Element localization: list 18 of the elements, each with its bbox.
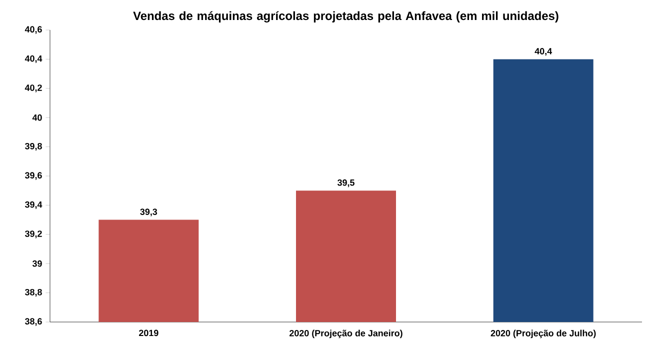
y-tick-label: 40 bbox=[32, 114, 42, 121]
y-tick-label: 40,6 bbox=[24, 26, 42, 34]
y-tick-label: 39,2 bbox=[24, 230, 42, 238]
y-tick-label: 39 bbox=[32, 260, 42, 267]
y-tick-label: 39,6 bbox=[24, 172, 42, 180]
x-tick-label: 2020 (Projeção de Julho) bbox=[490, 330, 596, 338]
y-tick-label: 40,2 bbox=[24, 84, 42, 92]
y-tick-label: 39,4 bbox=[24, 201, 42, 210]
y-tick-label: 39,8 bbox=[24, 142, 42, 151]
y-tick-label: 38,6 bbox=[24, 318, 42, 326]
y-tick-label: 38,8 bbox=[24, 288, 42, 297]
x-tick-label: 2020 (Projeção de Janeiro) bbox=[290, 330, 402, 338]
data-label: 39,3 bbox=[140, 208, 158, 216]
data-label: 39,5 bbox=[337, 179, 354, 188]
data-label: 40,4 bbox=[534, 48, 552, 56]
x-tick-label: 2019 bbox=[139, 330, 158, 336]
chart-title: Vendas de máquinas agrícolas projetadas pela Anfavea (em mil unidades) bbox=[133, 11, 558, 22]
y-tick-label: 40,4 bbox=[24, 55, 42, 64]
